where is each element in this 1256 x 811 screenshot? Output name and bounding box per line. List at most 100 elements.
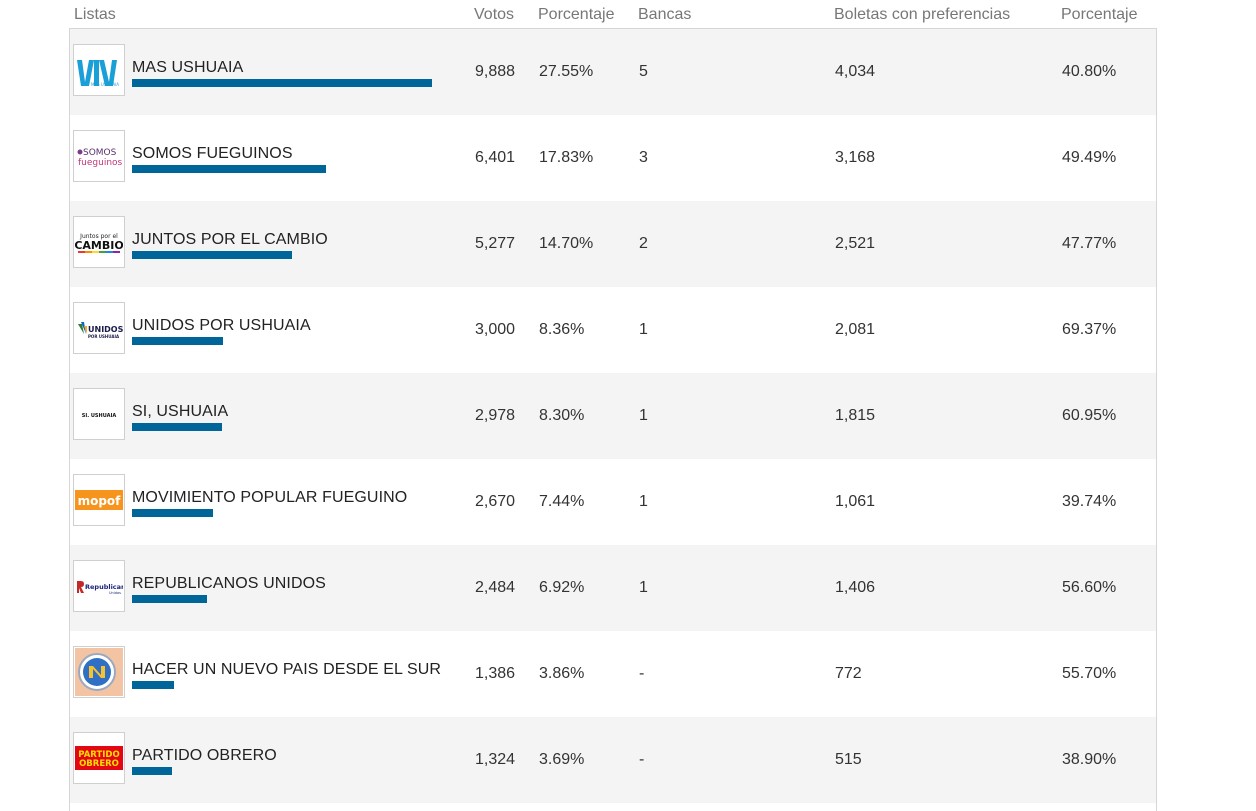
- list-name: REPUBLICANOS UNIDOS: [132, 575, 326, 592]
- bancas-value: -: [639, 665, 645, 682]
- list-name: MOVIMIENTO POPULAR FUEGUINO: [132, 489, 408, 506]
- votos-value: 6,401: [475, 149, 516, 166]
- votos-value: 2,484: [475, 579, 516, 596]
- hacer-nuevo-pais-logo-icon: [73, 646, 125, 698]
- boletas-value: 1,061: [835, 493, 876, 510]
- juntos-por-el-cambio-logo-icon: Juntos por el CAMBIO: [73, 216, 125, 268]
- porcentaje-preferencias-value: 69.37%: [1062, 321, 1117, 338]
- porcentaje-preferencias-value: 39.74%: [1062, 493, 1117, 510]
- list-name: UNIDOS POR USHUAIA: [132, 317, 311, 334]
- table-row: Republicanos Unidos REPUBLICANOS UNIDOS …: [70, 545, 1156, 631]
- boletas-value: 772: [835, 665, 862, 682]
- logo-text: CAMBIO: [75, 239, 123, 252]
- bancas-value: -: [639, 751, 645, 768]
- bancas-value: 1: [639, 321, 648, 338]
- boletas-value: 1,815: [835, 407, 876, 424]
- column-header-bancas: Bancas: [638, 6, 692, 23]
- logo-text: Juntos por el: [79, 233, 118, 240]
- table-row: Juntos por el CAMBIO JUNTOS POR EL CAMBI…: [70, 201, 1156, 287]
- table-row: SI. USHUAIA SI, USHUAIA 2,978 8.30% 1 1,…: [70, 373, 1156, 459]
- table-row: UNIDOS POR USHUAIA UNIDOS POR USHUAIA 3,…: [70, 287, 1156, 373]
- logo-text: OBRERO: [79, 759, 119, 769]
- porcentaje-value: 8.36%: [539, 321, 585, 338]
- mopof-logo-icon: mopof: [73, 474, 125, 526]
- si-ushuaia-logo-icon: SI. USHUAIA: [73, 388, 125, 440]
- votes-bar: [132, 79, 432, 87]
- list-name: HACER UN NUEVO PAIS DESDE EL SUR: [132, 661, 442, 678]
- votos-value: 2,670: [475, 493, 516, 510]
- partido-obrero-logo-icon: PARTIDO OBRERO: [73, 732, 125, 784]
- table-row: PARTIDO OBRERO PARTIDO OBRERO 1,324 3.69…: [70, 717, 1156, 803]
- votos-value: 1,324: [475, 751, 516, 768]
- logo-text: UNIDOS: [88, 325, 123, 334]
- votes-bar: [132, 165, 326, 173]
- boletas-value: 3,168: [835, 149, 876, 166]
- porcentaje-value: 27.55%: [539, 63, 594, 80]
- logo-text: POR USHUAIA: [88, 334, 120, 339]
- table-row: mopof MOVIMIENTO POPULAR FUEGUINO 2,670 …: [70, 459, 1156, 545]
- table-row: SOMOS fueguinos SOMOS FUEGUINOS 6,401 17…: [70, 115, 1156, 201]
- votos-value: 5,277: [475, 235, 516, 252]
- table-row: MAS USHUAIA MAS USHUAIA 9,888 27.55% 5 4…: [70, 29, 1156, 115]
- porcentaje-preferencias-value: 49.49%: [1062, 149, 1117, 166]
- bancas-value: 1: [639, 407, 648, 424]
- boletas-value: 515: [835, 751, 862, 768]
- porcentaje-value: 3.86%: [539, 665, 585, 682]
- bancas-value: 5: [639, 63, 648, 80]
- list-name: SI, USHUAIA: [132, 403, 229, 420]
- results-table: MAS USHUAIA MAS USHUAIA 9,888 27.55% 5 4…: [69, 28, 1157, 811]
- logo-text: mopof: [78, 494, 122, 508]
- logo-text: SOMOS: [83, 148, 117, 158]
- bancas-value: 3: [639, 149, 648, 166]
- boletas-value: 2,521: [835, 235, 876, 252]
- votes-bar: [132, 595, 207, 603]
- list-name: JUNTOS POR EL CAMBIO: [132, 231, 328, 248]
- republicanos-unidos-logo-icon: Republicanos Unidos: [73, 560, 125, 612]
- boletas-value: 1,406: [835, 579, 876, 596]
- porcentaje-value: 3.69%: [539, 751, 585, 768]
- votes-bar: [132, 251, 292, 259]
- list-name: PARTIDO OBRERO: [132, 747, 277, 764]
- porcentaje-value: 6.92%: [539, 579, 585, 596]
- porcentaje-preferencias-value: 47.77%: [1062, 235, 1117, 252]
- porcentaje-value: 8.30%: [539, 407, 585, 424]
- votos-value: 9,888: [475, 63, 516, 80]
- votes-bar: [132, 681, 174, 689]
- somos-fueguinos-logo-icon: SOMOS fueguinos: [73, 130, 125, 182]
- porcentaje-preferencias-value: 38.90%: [1062, 751, 1117, 768]
- bancas-value: 1: [639, 493, 648, 510]
- porcentaje-preferencias-value: 40.80%: [1062, 63, 1117, 80]
- table-header: Listas Votos Porcentaje Bancas Boletas c…: [0, 0, 1256, 28]
- logo-text: PARTIDO: [78, 750, 119, 760]
- column-header-porcentaje-preferencias: Porcentaje: [1061, 6, 1138, 23]
- logo-text: fueguinos: [78, 158, 123, 168]
- column-header-boletas: Boletas con preferencias: [834, 6, 1011, 23]
- votes-bar: [132, 509, 213, 517]
- votos-value: 3,000: [475, 321, 516, 338]
- mas-ushuaia-logo-icon: MAS USHUAIA: [73, 44, 125, 96]
- column-header-porcentaje: Porcentaje: [538, 6, 615, 23]
- boletas-value: 4,034: [835, 63, 876, 80]
- bancas-value: 2: [639, 235, 648, 252]
- column-header-listas: Listas: [74, 6, 116, 23]
- list-name: MAS USHUAIA: [132, 59, 244, 76]
- column-header-votos: Votos: [474, 6, 515, 23]
- porcentaje-preferencias-value: 56.60%: [1062, 579, 1117, 596]
- votos-value: 2,978: [475, 407, 516, 424]
- boletas-value: 2,081: [835, 321, 876, 338]
- unidos-por-ushuaia-logo-icon: UNIDOS POR USHUAIA: [73, 302, 125, 354]
- list-name: SOMOS FUEGUINOS: [132, 145, 293, 162]
- votes-bar: [132, 767, 172, 775]
- porcentaje-preferencias-value: 55.70%: [1062, 665, 1117, 682]
- votes-bar: [132, 423, 222, 431]
- porcentaje-value: 17.83%: [539, 149, 594, 166]
- votos-value: 1,386: [475, 665, 516, 682]
- votes-bar: [132, 337, 223, 345]
- bancas-value: 1: [639, 579, 648, 596]
- logo-text: Republicanos: [85, 583, 123, 591]
- porcentaje-value: 14.70%: [539, 235, 594, 252]
- logo-text: MAS USHUAIA: [91, 82, 119, 87]
- porcentaje-preferencias-value: 60.95%: [1062, 407, 1117, 424]
- logo-text: SI. USHUAIA: [82, 413, 117, 419]
- logo-text: Unidos: [109, 591, 121, 595]
